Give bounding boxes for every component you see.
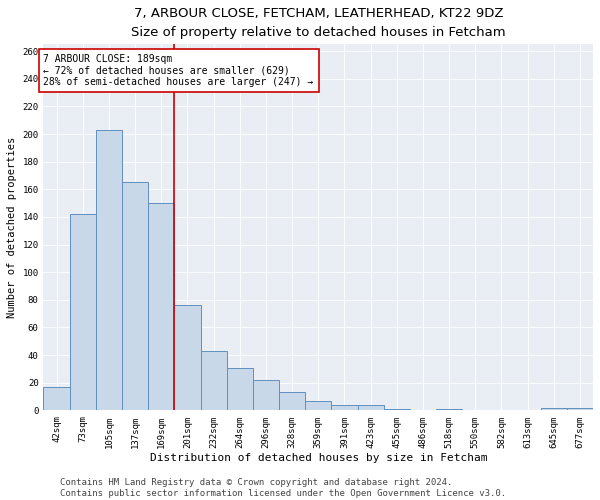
Bar: [200, 351, 227, 410]
Bar: [541, 408, 567, 410]
Bar: [305, 400, 331, 410]
Bar: [122, 182, 148, 410]
Bar: [253, 380, 279, 410]
X-axis label: Distribution of detached houses by size in Fetcham: Distribution of detached houses by size …: [149, 453, 487, 463]
Bar: [227, 368, 253, 410]
Bar: [148, 203, 175, 410]
Y-axis label: Number of detached properties: Number of detached properties: [7, 136, 17, 318]
Title: 7, ARBOUR CLOSE, FETCHAM, LEATHERHEAD, KT22 9DZ
Size of property relative to det: 7, ARBOUR CLOSE, FETCHAM, LEATHERHEAD, K…: [131, 7, 506, 39]
Text: 7 ARBOUR CLOSE: 189sqm
← 72% of detached houses are smaller (629)
28% of semi-de: 7 ARBOUR CLOSE: 189sqm ← 72% of detached…: [43, 54, 314, 87]
Bar: [279, 392, 305, 410]
Bar: [436, 409, 462, 410]
Bar: [358, 405, 383, 410]
Text: Contains HM Land Registry data © Crown copyright and database right 2024.
Contai: Contains HM Land Registry data © Crown c…: [60, 478, 506, 498]
Bar: [383, 409, 410, 410]
Bar: [70, 214, 96, 410]
Bar: [96, 130, 122, 410]
Bar: [175, 306, 200, 410]
Bar: [567, 408, 593, 410]
Bar: [331, 405, 358, 410]
Bar: [43, 387, 70, 410]
